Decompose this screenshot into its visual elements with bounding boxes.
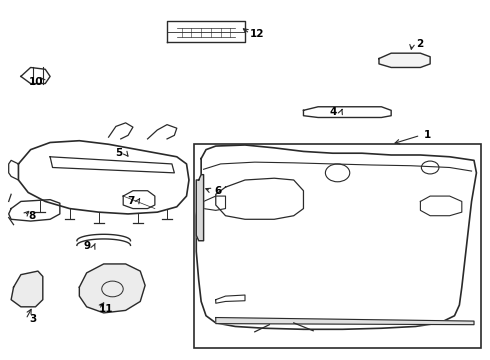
Text: 4: 4 <box>330 107 337 117</box>
Text: 11: 11 <box>99 304 113 314</box>
Text: 5: 5 <box>115 148 122 158</box>
Text: 12: 12 <box>250 28 265 39</box>
Text: 6: 6 <box>215 186 222 196</box>
Text: 7: 7 <box>127 197 134 206</box>
Polygon shape <box>379 53 430 67</box>
Text: 10: 10 <box>29 77 44 87</box>
Polygon shape <box>79 264 145 313</box>
Polygon shape <box>196 175 203 241</box>
FancyBboxPatch shape <box>194 144 481 348</box>
Text: 9: 9 <box>83 241 90 251</box>
Text: 2: 2 <box>416 39 423 49</box>
Text: 8: 8 <box>28 211 35 221</box>
Text: 1: 1 <box>424 130 431 140</box>
Polygon shape <box>11 271 43 307</box>
Polygon shape <box>216 318 474 325</box>
Text: 3: 3 <box>29 314 37 324</box>
